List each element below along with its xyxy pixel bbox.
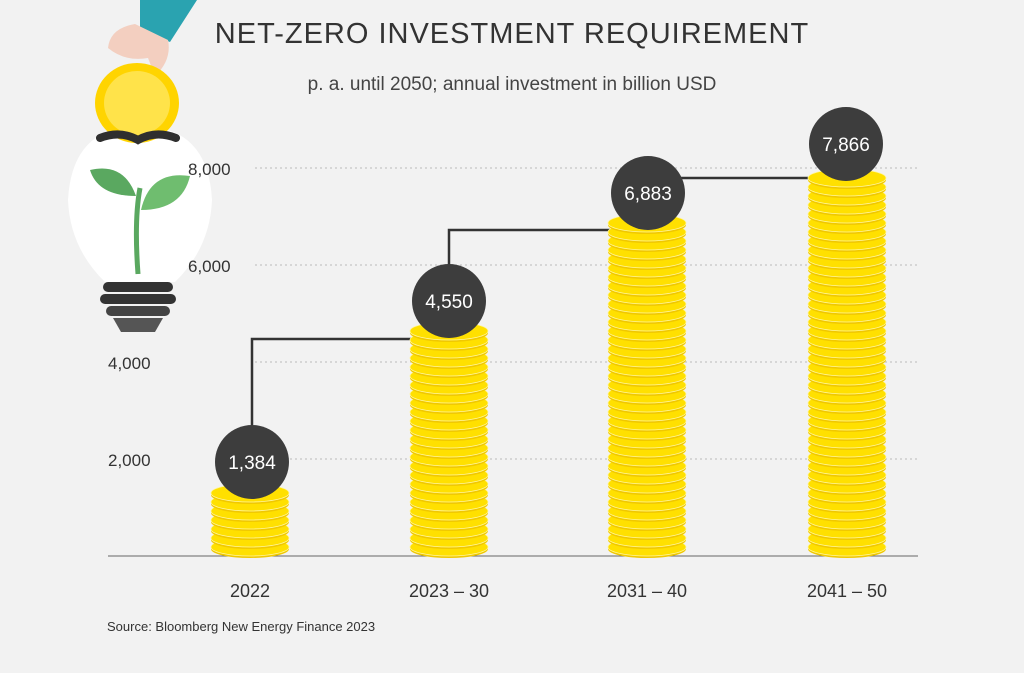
leaf-icon <box>141 175 190 210</box>
value-bubble <box>611 156 685 230</box>
coin-stack-bar <box>607 213 687 558</box>
step-connector <box>250 144 848 462</box>
y-tick-label: 2,000 <box>108 451 151 470</box>
data-label: 7,866 <box>822 135 870 156</box>
y-tick-label: 8,000 <box>188 160 231 179</box>
hand-icon <box>108 24 169 76</box>
bulb-base <box>103 282 173 292</box>
data-label: 1,384 <box>228 453 276 474</box>
x-tick-label: 2031 – 40 <box>607 581 687 601</box>
source-note: Source: Bloomberg New Energy Finance 202… <box>107 619 376 634</box>
bulb-base <box>100 294 176 304</box>
value-bubble <box>809 107 883 181</box>
x-tick-label: 2041 – 50 <box>807 581 887 601</box>
chart-subtitle: p. a. until 2050; annual investment in b… <box>307 74 717 95</box>
gridlines <box>108 167 918 557</box>
coin-stack-bar <box>409 321 489 558</box>
slot <box>96 130 180 145</box>
stem <box>133 187 143 275</box>
value-bubble <box>215 425 289 499</box>
coin-stack-bar <box>807 168 887 558</box>
bulb-tip <box>113 318 163 332</box>
x-tick-label: 2022 <box>230 581 270 601</box>
value-bubble <box>412 264 486 338</box>
coin-stacks <box>210 168 887 558</box>
y-tick-label: 6,000 <box>188 257 231 276</box>
data-labels: 1,384 4,550 6,883 7,866 <box>215 107 883 499</box>
coin-face <box>104 71 170 135</box>
bulb-base <box>106 306 170 316</box>
data-label: 6,883 <box>624 184 672 205</box>
data-label: 4,550 <box>425 292 473 313</box>
leaf-icon <box>90 168 136 196</box>
axis-ticks: 2,000 4,000 6,000 8,000 2022 2023 – 30 2031 – … <box>108 160 887 601</box>
y-tick-label: 4,000 <box>108 354 151 373</box>
lightbulb-plant-icon <box>68 0 212 332</box>
step-line <box>250 144 848 462</box>
sleeve-icon <box>140 0 197 42</box>
x-tick-label: 2023 – 30 <box>409 581 489 601</box>
chart-title: NET-ZERO INVESTMENT REQUIREMENT <box>214 18 810 50</box>
